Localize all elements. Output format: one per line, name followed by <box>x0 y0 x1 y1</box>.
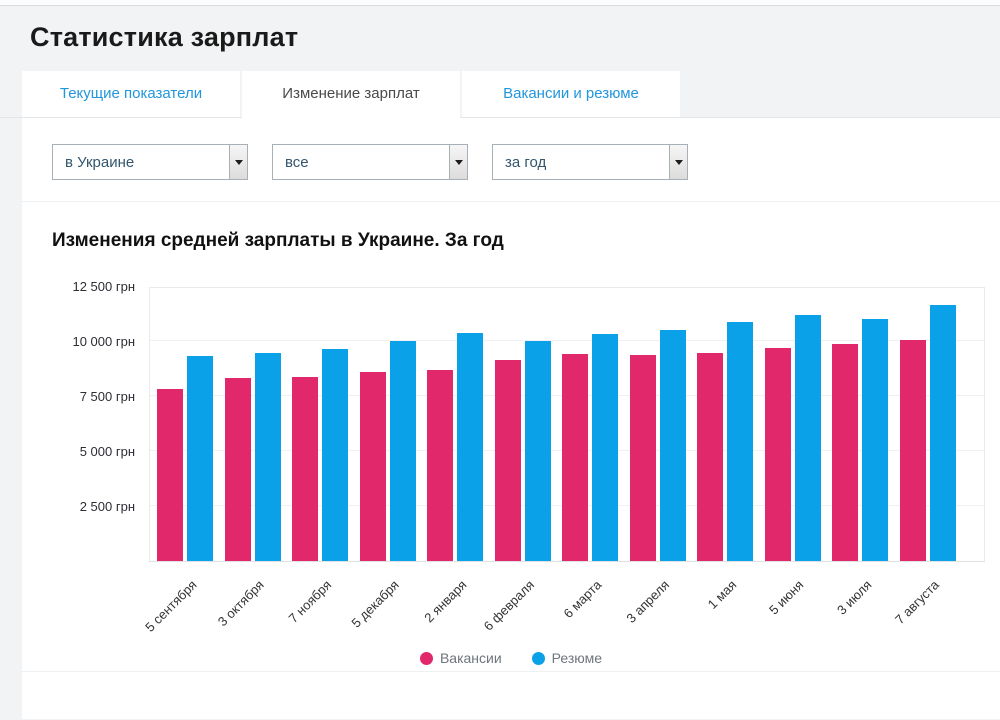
bar-vacancies <box>359 372 386 561</box>
legend-dot-icon <box>419 651 433 665</box>
y-tick-label: 5 000 грн <box>79 444 135 459</box>
tab-current-indicators[interactable]: Текущие показатели <box>22 71 240 118</box>
bar-vacancies <box>292 377 318 561</box>
x-tick-label: 7 ноября <box>285 577 335 626</box>
bar-vacancies <box>899 340 926 561</box>
x-tick-label: 6 февраля <box>480 577 537 634</box>
bar-resumes <box>187 356 213 561</box>
bar-vacancies <box>832 344 858 561</box>
x-tick-label: 3 октября <box>214 577 267 630</box>
region-select[interactable]: в Украине <box>52 144 248 180</box>
y-tick-label: 7 500 грн <box>79 389 135 404</box>
bar-vacancies <box>224 378 251 561</box>
x-tick-label: 1 мая <box>704 577 740 612</box>
region-select-value: в Украине <box>65 153 135 171</box>
x-tick-label: 3 июля <box>833 577 875 618</box>
bar-chart: 2 500 грн 5 000 грн 7 500 грн 10 000 грн 12 … <box>22 252 1000 672</box>
legend-label: Вакансии <box>439 650 502 666</box>
bar-resumes <box>727 322 753 561</box>
bar-vacancies <box>562 354 588 561</box>
bar-resumes <box>862 319 888 561</box>
bar-vacancies <box>629 355 656 561</box>
legend-item[interactable]: Вакансии <box>419 650 502 666</box>
bar-vacancies <box>764 348 791 561</box>
tab-bar: Текущие показатели Изменение зарплат Вак… <box>22 71 680 118</box>
x-tick-label: 6 марта <box>560 577 605 622</box>
y-tick-label: 12 500 грн <box>72 279 135 294</box>
bar-vacancies <box>427 370 453 561</box>
period-select-value: за год <box>505 153 547 171</box>
x-tick-label: 3 апреля <box>623 577 672 626</box>
category-select[interactable]: все <box>272 144 468 180</box>
gridline <box>150 340 984 341</box>
x-tick-label: 5 июня <box>766 577 807 618</box>
bar-resumes <box>794 315 821 561</box>
header-band: Статистика зарплат Текущие показатели Из… <box>0 6 1000 118</box>
chart-section: Изменения средней зарплаты в Украине. За… <box>22 202 1000 672</box>
bar-vacancies <box>697 353 723 561</box>
tab-vacancies-resumes[interactable]: Вакансии и резюме <box>462 71 680 118</box>
x-tick-label: 7 августа <box>891 577 942 628</box>
x-tick-label: 5 сентября <box>141 577 200 635</box>
filters-row: в Украине все за год <box>22 118 1000 202</box>
bar-resumes <box>524 341 551 561</box>
y-tick-label: 10 000 грн <box>72 334 135 349</box>
bar-resumes <box>254 353 281 561</box>
legend-label: Резюме <box>551 650 603 666</box>
y-axis: 2 500 грн 5 000 грн 7 500 грн 10 000 грн 12 … <box>22 279 135 562</box>
bar-resumes <box>592 334 618 561</box>
bar-resumes <box>659 330 686 561</box>
plot-area: 5 сентября 3 октября 7 ноября 5 декабря 2 ян… <box>142 287 985 635</box>
page-top-strip <box>0 0 1000 6</box>
y-tick-label: 2 500 грн <box>79 499 135 514</box>
period-select[interactable]: за год <box>492 144 688 180</box>
dropdown-arrow-icon <box>669 145 687 179</box>
content-card: в Украине все за год Изменения средней з… <box>22 118 1000 719</box>
legend-dot-icon <box>531 651 545 665</box>
bar-resumes <box>322 349 348 561</box>
chart-title: Изменения средней зарплаты в Украине. За… <box>52 230 504 251</box>
tab-salary-changes[interactable]: Изменение зарплат <box>242 71 460 118</box>
chart-legend: Вакансии Резюме <box>22 650 1000 666</box>
dropdown-arrow-icon <box>229 145 247 179</box>
x-tick-label: 5 декабря <box>348 577 402 631</box>
bar-resumes <box>389 341 416 561</box>
legend-item[interactable]: Резюме <box>531 650 603 666</box>
bar-resumes <box>457 333 483 561</box>
page-title: Статистика зарплат <box>30 22 299 52</box>
x-tick-label: 2 января <box>421 577 470 626</box>
category-select-value: все <box>285 153 309 171</box>
bar-vacancies <box>494 360 521 561</box>
dropdown-arrow-icon <box>449 145 467 179</box>
bar-resumes <box>929 305 956 561</box>
bar-vacancies <box>157 389 183 561</box>
